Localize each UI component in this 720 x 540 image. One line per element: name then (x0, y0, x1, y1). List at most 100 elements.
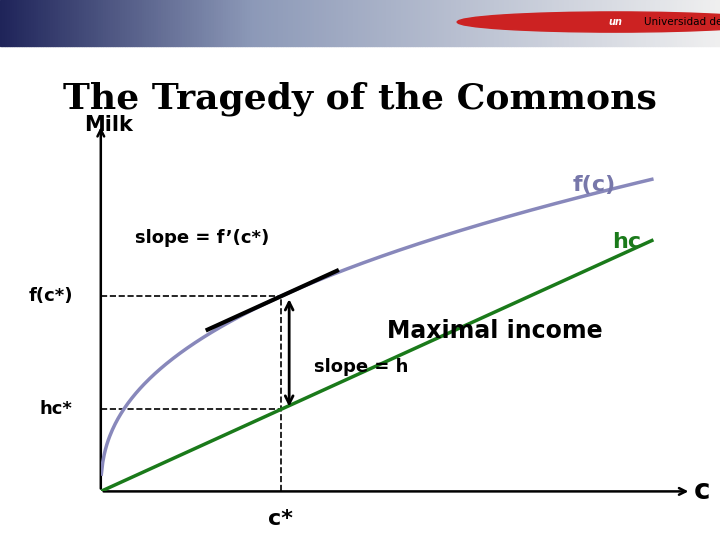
Bar (639, 0, 641, 46)
Bar (420, 0, 423, 46)
Bar (14, 0, 17, 46)
Bar (228, 0, 230, 46)
Bar (718, 0, 720, 46)
Bar (576, 0, 578, 46)
Bar (691, 0, 693, 46)
Bar (180, 0, 182, 46)
Bar (343, 0, 346, 46)
Bar (564, 0, 567, 46)
Bar (125, 0, 127, 46)
Bar (117, 0, 120, 46)
Bar (31, 0, 34, 46)
Bar (461, 0, 463, 46)
Bar (17, 0, 19, 46)
Bar (454, 0, 456, 46)
Bar (254, 0, 257, 46)
Bar (418, 0, 420, 46)
Bar (593, 0, 595, 46)
Bar (34, 0, 36, 46)
Bar (300, 0, 302, 46)
Bar (441, 0, 444, 46)
Bar (603, 0, 605, 46)
Bar (600, 0, 603, 46)
Bar (362, 0, 365, 46)
Bar (252, 0, 254, 46)
Bar (672, 0, 675, 46)
Bar (449, 0, 451, 46)
Bar (204, 0, 207, 46)
Bar (182, 0, 185, 46)
Bar (202, 0, 204, 46)
Bar (122, 0, 125, 46)
Bar (554, 0, 557, 46)
Bar (271, 0, 274, 46)
Bar (171, 0, 173, 46)
Bar (387, 0, 389, 46)
Bar (667, 0, 670, 46)
Bar (243, 0, 245, 46)
Bar (706, 0, 708, 46)
Bar (549, 0, 552, 46)
Bar (665, 0, 667, 46)
Bar (9, 0, 12, 46)
Bar (209, 0, 211, 46)
Bar (67, 0, 70, 46)
Bar (499, 0, 502, 46)
Bar (130, 0, 132, 46)
Bar (614, 0, 617, 46)
Bar (480, 0, 482, 46)
Bar (605, 0, 607, 46)
Bar (456, 0, 459, 46)
Bar (137, 0, 139, 46)
Bar (538, 0, 540, 46)
Bar (701, 0, 703, 46)
Bar (509, 0, 511, 46)
Bar (583, 0, 585, 46)
Bar (7, 0, 9, 46)
Bar (276, 0, 279, 46)
Bar (230, 0, 233, 46)
Bar (322, 0, 324, 46)
Bar (405, 0, 408, 46)
Bar (139, 0, 142, 46)
Bar (115, 0, 117, 46)
Bar (528, 0, 531, 46)
Bar (185, 0, 187, 46)
Bar (365, 0, 367, 46)
Bar (247, 0, 250, 46)
Bar (641, 0, 643, 46)
Bar (451, 0, 454, 46)
Bar (662, 0, 665, 46)
Bar (60, 0, 63, 46)
Bar (492, 0, 495, 46)
Bar (81, 0, 84, 46)
Bar (513, 0, 516, 46)
Bar (266, 0, 269, 46)
Bar (346, 0, 348, 46)
Bar (214, 0, 216, 46)
Bar (295, 0, 297, 46)
Bar (158, 0, 161, 46)
Bar (120, 0, 122, 46)
Bar (250, 0, 252, 46)
Bar (233, 0, 235, 46)
Bar (459, 0, 461, 46)
Bar (655, 0, 657, 46)
Bar (372, 0, 374, 46)
Bar (91, 0, 94, 46)
Bar (636, 0, 639, 46)
Bar (55, 0, 58, 46)
Bar (444, 0, 446, 46)
Bar (567, 0, 569, 46)
Text: Maximal income: Maximal income (387, 319, 602, 342)
Bar (45, 0, 48, 46)
Bar (261, 0, 264, 46)
Bar (283, 0, 286, 46)
Bar (5, 0, 7, 46)
Bar (149, 0, 151, 46)
Bar (178, 0, 180, 46)
Bar (487, 0, 490, 46)
Bar (624, 0, 626, 46)
Bar (523, 0, 526, 46)
Bar (427, 0, 430, 46)
